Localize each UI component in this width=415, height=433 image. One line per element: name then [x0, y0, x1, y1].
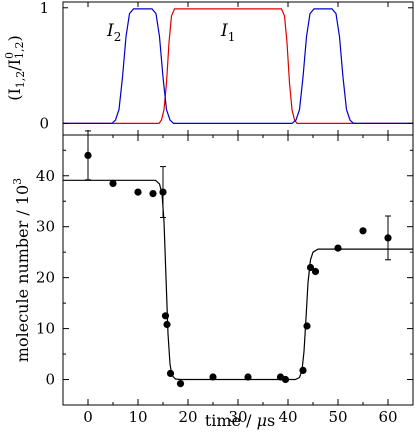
data-point: [334, 244, 342, 252]
y-tick-label: 30: [36, 218, 55, 236]
data-point: [84, 151, 92, 159]
data-points: [84, 130, 392, 388]
top-frame: [62, 1, 414, 136]
x-tick-label: 10: [128, 408, 147, 426]
data-point: [299, 366, 307, 374]
series-label-i2: I2: [106, 21, 121, 44]
data-point: [303, 322, 311, 330]
intensity-curves: [63, 8, 413, 124]
bottom-ticks: 0 10 20 30 40 50 60 0 10 20 30 40: [36, 135, 414, 426]
data-point: [149, 190, 157, 198]
y-tick-label: 1: [39, 0, 49, 17]
data-point: [134, 188, 142, 196]
data-point: [161, 312, 170, 320]
x-tick-label: 20: [178, 408, 197, 426]
x-tick-label: 50: [328, 408, 347, 426]
x-tick-label: 40: [278, 408, 297, 426]
y-tick-label: 0: [45, 371, 55, 389]
top-ticks: 01: [39, 0, 413, 135]
top-panel: 01 I2 I1 (I1,2/I01,2): [3, 0, 414, 136]
fit-line: [63, 179, 413, 381]
x-tick-label: 30: [228, 408, 247, 426]
data-point: [281, 375, 290, 384]
data-point: [176, 380, 185, 388]
bottom-frame: [62, 134, 414, 406]
data-point: [109, 179, 117, 187]
data-point: [384, 234, 392, 242]
data-point: [244, 373, 252, 381]
data-point: [163, 320, 171, 329]
y-tick-label: 40: [36, 167, 55, 185]
y-tick-label: 20: [36, 269, 55, 287]
data-point: [159, 188, 167, 196]
data-point: [166, 369, 175, 377]
x-tick-label: 0: [83, 408, 93, 426]
y-tick-label: 0: [39, 114, 49, 132]
x-axis-label: time / μs: [205, 411, 275, 430]
fit-curve: [63, 179, 413, 381]
data-point: [359, 227, 367, 235]
top-y-axis-label: (I1,2/I01,2): [3, 35, 27, 101]
x-tick-label: 60: [378, 408, 397, 426]
series-label-i1: I1: [220, 21, 235, 44]
series-line-i1: [63, 8, 413, 124]
y-tick-label: 10: [36, 320, 55, 338]
data-point: [311, 267, 320, 276]
bottom-panel: 0 10 20 30 40 50 60 0 10 20 30 40 molecule number /…: [11, 130, 414, 430]
data-point: [209, 373, 217, 381]
data-point: [306, 263, 315, 272]
series-line-i2: [63, 8, 413, 124]
bottom-y-axis-label: molecule number / 103: [11, 178, 32, 362]
